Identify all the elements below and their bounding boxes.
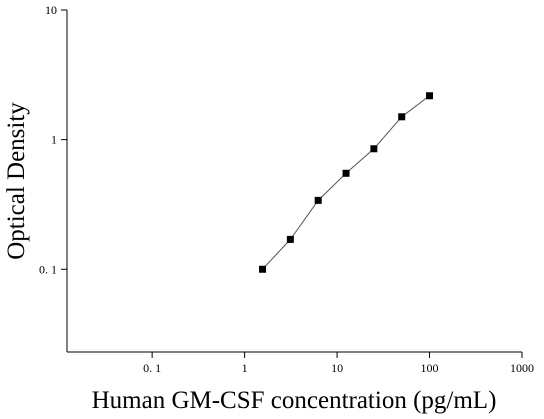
data-point [370, 145, 378, 153]
data-point [286, 235, 294, 243]
x-tick-label: 10 [331, 361, 343, 375]
data-point [259, 265, 267, 273]
x-tick-label: 0. 1 [143, 361, 161, 375]
y-tick-label: 10 [45, 3, 57, 17]
fit-line [262, 95, 430, 270]
x-tick-label: 100 [421, 361, 439, 375]
y-axis-title: Optical Density [3, 102, 30, 260]
data-point [398, 113, 406, 121]
y-tick-label: 0. 1 [39, 262, 57, 276]
y-tick-label: 1 [51, 133, 57, 147]
data-point [314, 196, 322, 204]
x-tick-label: 1 [242, 361, 248, 375]
data-point [426, 92, 434, 100]
data-point [342, 169, 350, 177]
x-tick-label: 1000 [510, 361, 534, 375]
x-axis-title: Human GM-CSF concentration (pg/mL) [92, 387, 497, 414]
